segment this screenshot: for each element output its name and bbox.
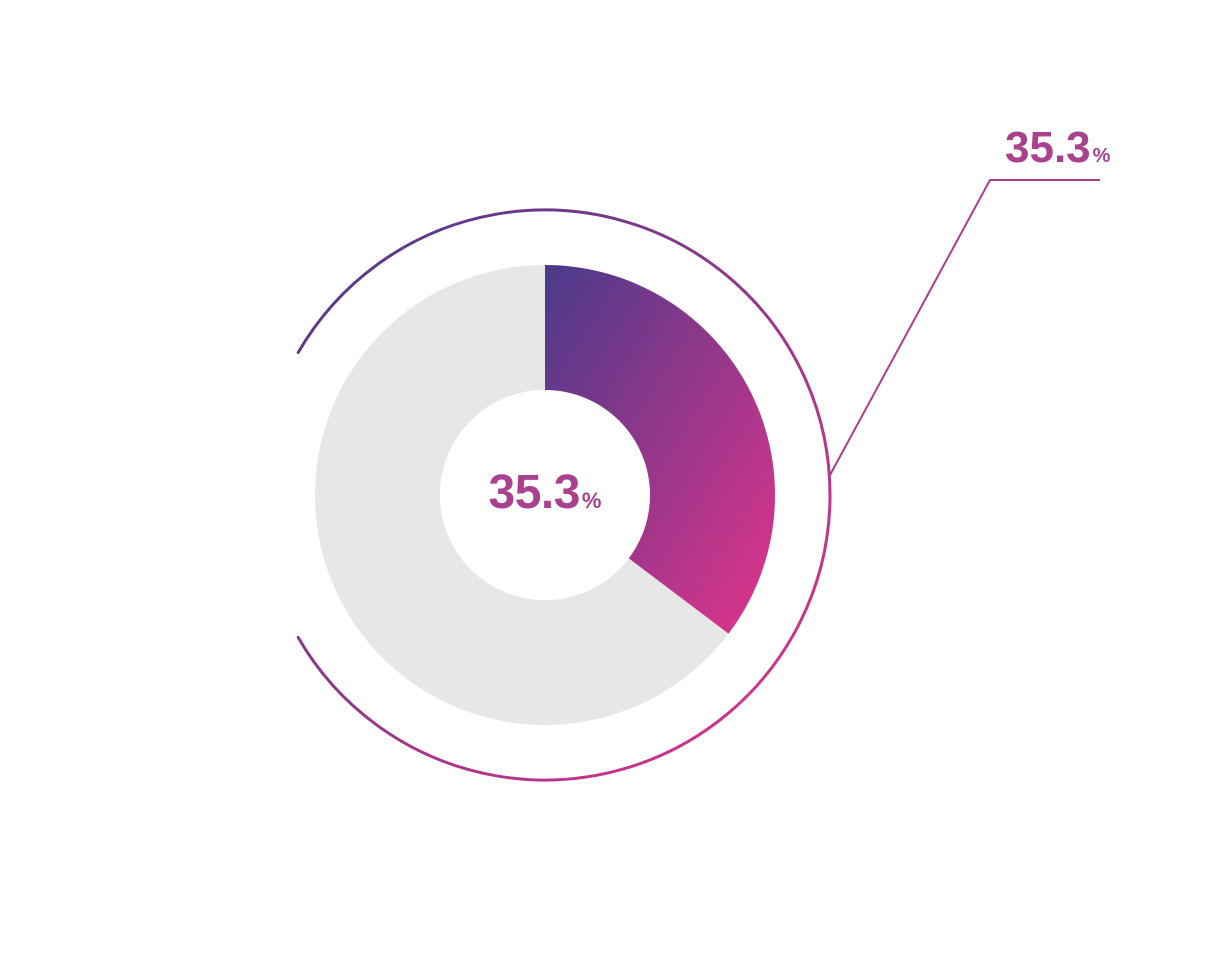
callout-leader-line: [830, 180, 1100, 475]
center-percentage-label: 35.3 %: [465, 465, 625, 520]
callout-percentage-label: 35.3 %: [1005, 123, 1110, 173]
chart-canvas: 35.3 % 35.3 %: [0, 0, 1225, 980]
center-value: 35.3: [489, 465, 580, 520]
callout-percent-sign: %: [1093, 145, 1111, 168]
callout-value: 35.3: [1005, 123, 1091, 173]
center-percent-sign: %: [582, 488, 602, 514]
